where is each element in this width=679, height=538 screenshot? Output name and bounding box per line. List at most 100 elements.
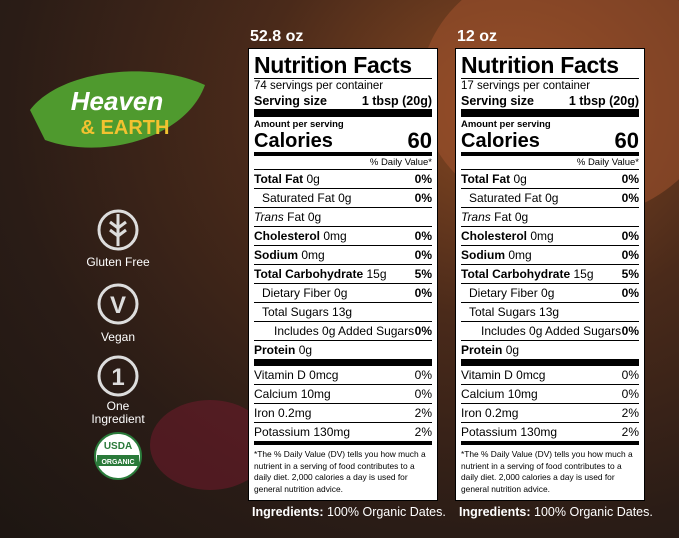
nutrient-amount: 0g (306, 172, 320, 186)
usda-text: ORGANIC (101, 459, 134, 466)
nutrient-amount: 130mg (520, 425, 558, 439)
badge-label: Gluten Free (86, 255, 150, 269)
daily-value: 0% (414, 387, 432, 401)
nutrient-name: Vitamin D 0mcg (254, 366, 338, 384)
daily-value: 5% (414, 267, 432, 281)
nutrient-name: Sodium 0mg (254, 246, 325, 264)
nutrient-amount: 0g (334, 286, 348, 300)
nutrient-label: Dietary Fiber (469, 286, 538, 300)
nutrient-label: Includes 0g Added Sugars (274, 324, 415, 338)
nutrient-name: Trans Fat 0g (461, 208, 528, 226)
nutrition-panel: Nutrition Facts 74 servings per container… (248, 48, 438, 501)
servings: 74 servings per container (254, 80, 384, 92)
nutrient-amount: 0.2mg (485, 406, 519, 420)
ingredients-label: Ingredients: (459, 505, 531, 519)
nutrient-name: Calcium 10mg (461, 385, 538, 403)
nutrient-row: Total Fat 0g 0% (254, 170, 432, 189)
nutrient-label: Total Carbohydrate (461, 267, 571, 281)
nutrient-amount: 13g (332, 305, 353, 319)
nutrient-label: Trans (254, 210, 284, 224)
ingredients-label: Ingredients: (252, 505, 324, 519)
calories-row: Calories 60 (461, 128, 639, 153)
rule (461, 109, 639, 117)
ingredients-text: 100% Organic Dates. (327, 505, 446, 519)
usda-band (97, 455, 139, 466)
nutrient-name: Calcium 10mg (254, 385, 331, 403)
calories-value: 60 (407, 128, 432, 153)
daily-value: 0% (621, 324, 639, 338)
nutrient-label: Calcium (254, 387, 298, 401)
nutrient-row: Calcium 10mg 0% (461, 385, 639, 404)
nutrient-amount: 13g (539, 305, 560, 319)
nutrient-name: Cholesterol 0mg (254, 227, 347, 245)
nutrient-amount: 0g (338, 191, 352, 205)
nutrient-amount: Fat 0g (494, 210, 529, 224)
ingredients: Ingredients: 100% Organic Dates. (252, 505, 446, 519)
nutrient-name: Dietary Fiber 0g (469, 284, 554, 302)
nutrient-name: Total Fat 0g (461, 170, 527, 188)
nutrient-label: Includes 0g Added Sugars (481, 324, 622, 338)
badge-label: One Ingredient (91, 399, 145, 426)
daily-value: 0% (414, 324, 432, 338)
nutrient-name: Protein 0g (461, 341, 519, 359)
amount-label: Amount per serving (254, 119, 344, 130)
nutrient-row: Total Sugars 13g (461, 303, 639, 322)
nutrient-amount: 0mg (323, 229, 347, 243)
servings: 17 servings per container (461, 80, 591, 92)
nutrient-label: Dietary Fiber (262, 286, 331, 300)
logo-text: & EARTH (81, 117, 170, 139)
daily-value: 2% (621, 425, 639, 439)
calories-label: Calories (254, 130, 333, 152)
logo-leaf (30, 71, 205, 148)
nutrient-row: Sodium 0mg 0% (461, 246, 639, 265)
daily-value: 0% (621, 286, 639, 300)
nutrient-label: Saturated Fat (262, 191, 335, 205)
nutrient-label: Total Sugars (469, 305, 536, 319)
amount-label: Amount per serving (461, 119, 551, 130)
rule (461, 359, 639, 366)
nutrient-label: Iron (254, 406, 275, 420)
daily-value: 0% (414, 229, 432, 243)
nutrient-label: Sodium (254, 248, 298, 262)
serving-value: 1 tbsp (20g) (568, 94, 639, 108)
nutrient-row: Total Carbohydrate 15g 5% (254, 265, 432, 284)
nutrient-name: Saturated Fat 0g (262, 189, 351, 207)
rule (254, 152, 432, 156)
nutrient-label: Trans (461, 210, 491, 224)
nutrient-amount: 0mg (301, 248, 325, 262)
rule (254, 109, 432, 117)
nutrient-name: Trans Fat 0g (254, 208, 321, 226)
nutrient-row: Includes 0g Added Sugars 0% (461, 322, 639, 341)
badge-icon-text: 1 (111, 364, 124, 391)
calories-value: 60 (614, 128, 639, 153)
nutrient-name: Includes 0g Added Sugars (481, 322, 621, 340)
nutrient-name: Potassium 130mg (254, 423, 350, 441)
nutrient-row: Potassium 130mg 2% (254, 423, 432, 441)
nutrient-label: Sodium (461, 248, 505, 262)
daily-value: 0% (414, 248, 432, 262)
nutrient-row: Protein 0g (254, 341, 432, 359)
nutrient-name: Iron 0.2mg (461, 404, 518, 422)
rule (461, 441, 639, 445)
nutrient-row: Cholesterol 0mg 0% (254, 227, 432, 246)
nutrient-name: Total Carbohydrate 15g (254, 265, 387, 283)
badge-label: Vegan (100, 330, 136, 344)
badge-icon-text: V (110, 292, 126, 319)
nutrient-amount: 10mg (507, 387, 538, 401)
nutrient-label: Vitamin D (254, 368, 306, 382)
daily-value: 2% (621, 406, 639, 420)
nutrient-amount: 0mg (530, 229, 554, 243)
badge-icon (97, 209, 139, 251)
rule (254, 441, 432, 445)
usda-text: USDA (104, 441, 132, 452)
nutrient-row: Trans Fat 0g (254, 208, 432, 227)
daily-value: 0% (621, 191, 639, 205)
daily-value: 0% (414, 368, 432, 382)
daily-value: 2% (414, 425, 432, 439)
package-size: 12 oz (457, 28, 498, 45)
ingredients-text: 100% Organic Dates. (534, 505, 653, 519)
badge-icon (97, 355, 139, 397)
logo-text: Heaven (71, 86, 164, 116)
nutrient-name: Potassium 130mg (461, 423, 557, 441)
nutrient-row: Total Sugars 13g (254, 303, 432, 322)
